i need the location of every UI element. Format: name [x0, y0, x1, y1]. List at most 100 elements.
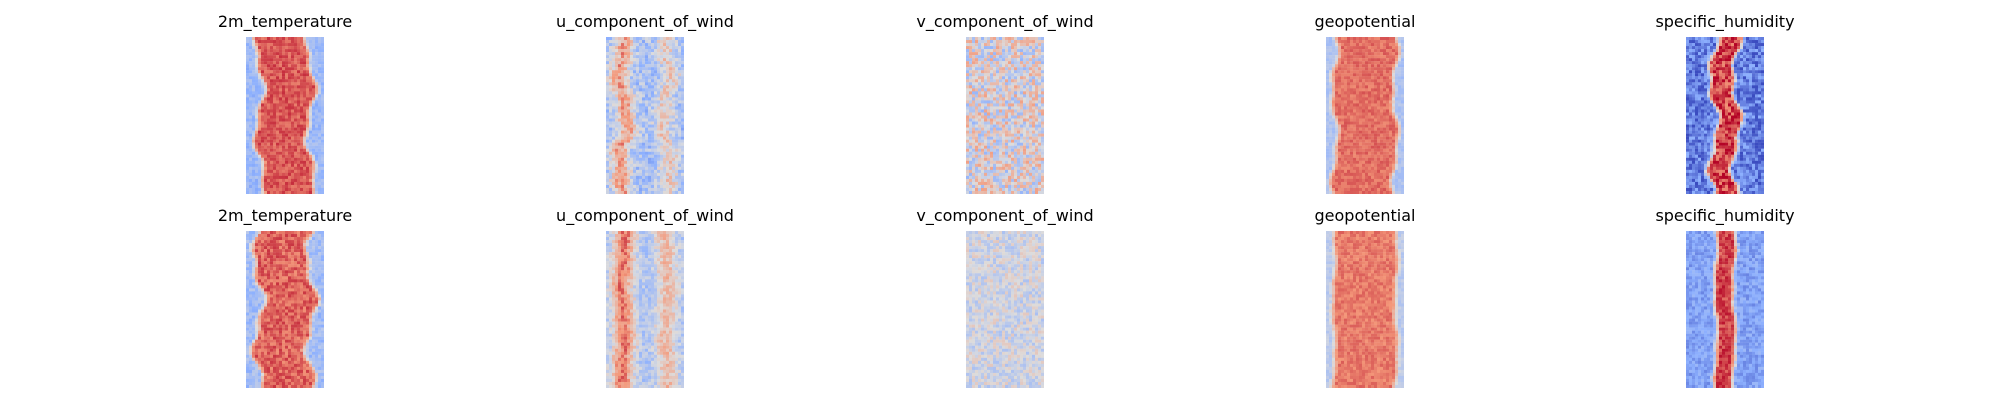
heatmap-cell: [1395, 70, 1399, 74]
heatmap-cell: [654, 175, 658, 180]
heatmap-cell: [999, 163, 1003, 167]
heatmap-cell: [669, 52, 673, 56]
heatmap-cell: [303, 79, 307, 83]
heatmap-cell: [645, 61, 649, 65]
heatmap-cell: [1326, 97, 1330, 101]
heatmap-cell: [975, 100, 979, 104]
heatmap-cell: [1347, 76, 1351, 80]
heatmap-cell: [1005, 145, 1009, 149]
heatmap-cell: [972, 130, 976, 134]
heatmap-cell: [255, 118, 259, 122]
heatmap-cell: [984, 85, 988, 89]
heatmap-cell: [675, 130, 679, 134]
heatmap-cell: [258, 133, 262, 137]
heatmap-cell: [999, 145, 1003, 149]
heatmap-cell: [1392, 124, 1396, 128]
heatmap-cell: [981, 64, 985, 68]
heatmap-cell: [273, 175, 277, 180]
heatmap-cell: [1014, 88, 1018, 92]
heatmap-cell: [627, 55, 631, 59]
heatmap-cell: [993, 106, 997, 110]
heatmap-cell: [1329, 136, 1333, 140]
heatmap-cell: [1395, 124, 1399, 128]
heatmap-cell: [615, 166, 619, 170]
heatmap-cell: [309, 61, 313, 65]
heatmap-cell: [657, 190, 661, 194]
heatmap-cell: [990, 139, 994, 143]
heatmap-cell: [291, 73, 295, 77]
heatmap-cell: [258, 52, 262, 56]
heatmap-cell: [294, 175, 298, 180]
heatmap-cell: [678, 55, 682, 59]
heatmap-cell: [987, 157, 991, 161]
heatmap-cell: [1005, 142, 1009, 146]
heatmap-cell: [270, 184, 274, 189]
heatmap-cell: [312, 79, 316, 83]
heatmap-cell: [1341, 121, 1345, 125]
heatmap-cell: [303, 76, 307, 80]
heatmap-cell: [1380, 124, 1384, 128]
heatmap-cell: [981, 142, 985, 146]
heatmap-cell: [246, 40, 250, 44]
heatmap-cell: [1395, 109, 1399, 113]
heatmap-cell: [261, 115, 265, 119]
heatmap-cell: [1005, 97, 1009, 101]
heatmap-cell: [612, 79, 616, 83]
heatmap-cell: [1356, 136, 1360, 140]
heatmap-cell: [318, 139, 322, 143]
heatmap-cell: [1401, 91, 1404, 95]
heatmap-cell: [267, 127, 271, 131]
heatmap-cell: [1359, 136, 1363, 140]
heatmap-cell: [1341, 130, 1345, 134]
heatmap-cell: [1383, 115, 1387, 119]
heatmap-cell: [1008, 88, 1012, 92]
heatmap-cell: [990, 73, 994, 77]
heatmap-cell: [651, 169, 655, 174]
heatmap-cell: [282, 82, 286, 86]
heatmap-cell: [306, 100, 310, 104]
heatmap-cell: [978, 64, 982, 68]
heatmap-cell: [636, 103, 640, 107]
heatmap-cell: [639, 85, 643, 89]
heatmap-cell: [1389, 100, 1393, 104]
heatmap-cell: [969, 79, 973, 83]
heatmap-cell: [261, 187, 265, 192]
heatmap-cell: [264, 151, 268, 155]
heatmap-cell: [669, 109, 673, 113]
heatmap-cell: [966, 61, 970, 65]
heatmap-cell: [321, 55, 324, 59]
heatmap-cell: [636, 133, 640, 137]
heatmap-cell: [1362, 37, 1366, 41]
heatmap-cell: [615, 52, 619, 56]
heatmap-cell: [675, 175, 679, 180]
heatmap-cell: [1038, 166, 1042, 170]
heatmap-cell: [1041, 106, 1044, 110]
heatmap-cell: [1365, 70, 1369, 74]
heatmap-cell: [270, 40, 274, 44]
heatmap-cell: [666, 76, 670, 80]
heatmap-cell: [636, 160, 640, 164]
heatmap-cell: [1377, 100, 1381, 104]
heatmap-cell: [264, 160, 268, 164]
heatmap-cell: [1023, 154, 1027, 158]
heatmap-cell: [270, 151, 274, 155]
heatmap-cell: [666, 37, 670, 41]
heatmap-cell: [282, 154, 286, 158]
heatmap-cell: [1392, 70, 1396, 74]
heatmap-cell: [672, 109, 676, 113]
heatmap-cell: [249, 139, 253, 143]
heatmap-cell: [1377, 52, 1381, 56]
heatmap-cell: [1002, 73, 1006, 77]
heatmap-cell: [264, 172, 268, 177]
heatmap-cell: [1332, 70, 1336, 74]
heatmap-cell: [1026, 163, 1030, 167]
heatmap-cell: [1353, 88, 1357, 92]
heatmap-cell: [318, 115, 322, 119]
heatmap-cell: [297, 181, 301, 186]
heatmap-cell: [276, 109, 280, 113]
heatmap-cell: [1017, 37, 1021, 41]
heatmap-cell: [1332, 67, 1336, 71]
heatmap-cell: [984, 181, 988, 186]
heatmap-cell: [1380, 55, 1384, 59]
heatmap-cell: [672, 64, 676, 68]
